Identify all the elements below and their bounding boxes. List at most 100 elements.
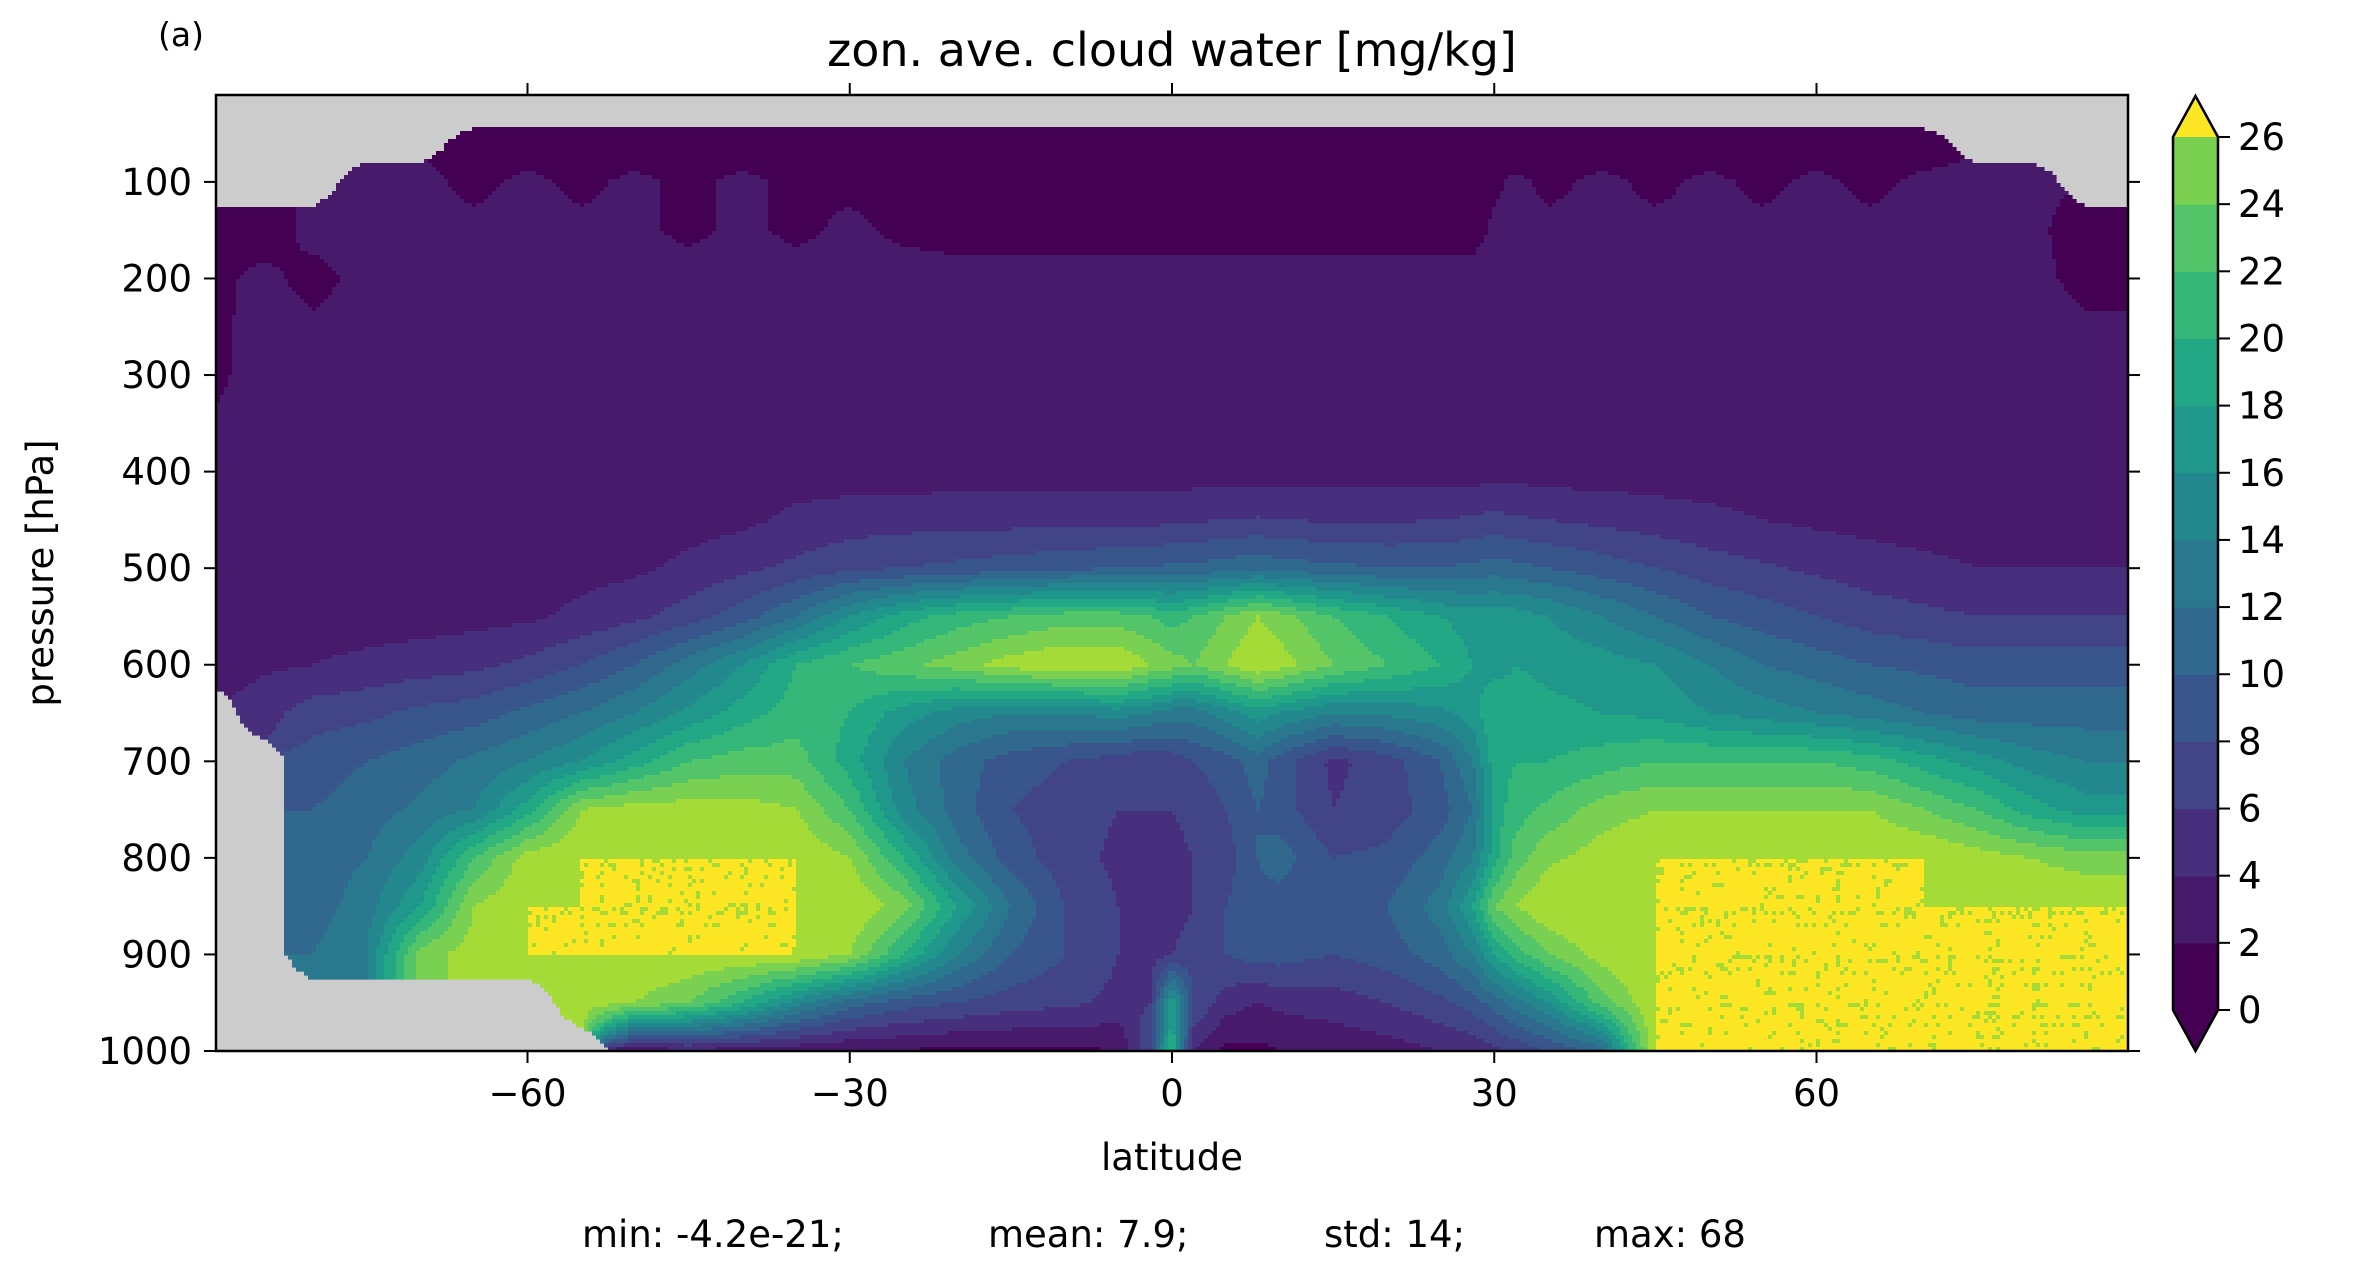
- contour-cell: [840, 619, 877, 624]
- contour-cell: [1304, 1015, 1425, 1020]
- contour-cell: [560, 187, 605, 192]
- contour-cell: [1316, 739, 1381, 744]
- contour-cell: [1684, 651, 1741, 656]
- contour-cell: [692, 243, 793, 248]
- contour-cell: [1116, 899, 1193, 904]
- contour-cell: [404, 919, 421, 924]
- contour-cell: [1776, 1007, 1797, 1012]
- contour-cell: [1484, 767, 1493, 772]
- contour-cell: [1952, 679, 2129, 684]
- contour-cell: [936, 831, 957, 836]
- contour-cell: [888, 839, 905, 844]
- contour-cell: [908, 755, 945, 760]
- contour-cell: [816, 799, 845, 804]
- contour-cell: [440, 859, 457, 864]
- contour-cell: [1992, 775, 2045, 780]
- contour-cell: [636, 883, 641, 888]
- contour-cell: [1376, 603, 1445, 608]
- contour-cell: [692, 939, 797, 944]
- contour-cell: [652, 875, 669, 880]
- contour-cell: [1772, 199, 1861, 204]
- contour-cell: [2084, 967, 2089, 972]
- contour-cell: [888, 595, 961, 600]
- contour-cell: [1524, 823, 1561, 828]
- contour-cell: [2016, 907, 2021, 912]
- contour-cell: [1568, 751, 1853, 756]
- contour-cell: [876, 727, 905, 732]
- contour-cell: [1560, 823, 1621, 828]
- contour-cell: [1024, 935, 1065, 940]
- contour-cell: [1556, 519, 1769, 524]
- contour-cell: [1424, 611, 1533, 616]
- contour-cell: [1568, 1015, 1589, 1020]
- contour-cell: [1244, 635, 1277, 640]
- contour-cell: [1900, 955, 1913, 960]
- contour-cell: [1996, 939, 2001, 944]
- contour-cell: [1456, 759, 1473, 764]
- contour-cell: [1656, 971, 1661, 976]
- contour-cell: [380, 939, 393, 944]
- contour-cell: [364, 859, 401, 864]
- contour-cell: [1720, 967, 1729, 972]
- contour-cell: [884, 763, 905, 768]
- contour-cell: [2048, 915, 2053, 920]
- contour-cell: [1664, 975, 1669, 980]
- contour-cell: [920, 855, 933, 860]
- contour-cell: [444, 883, 457, 888]
- contour-cell: [1656, 615, 1713, 620]
- contour-cell: [1920, 999, 2037, 1004]
- contour-cell: [684, 243, 693, 248]
- contour-cell: [796, 895, 877, 900]
- contour-cell: [276, 747, 293, 752]
- contour-cell: [600, 943, 605, 948]
- contour-cell: [232, 343, 2129, 348]
- contour-cell: [1500, 835, 1517, 840]
- contour-cell: [216, 283, 237, 288]
- contour-cell: [1996, 971, 2013, 976]
- contour-cell: [1428, 667, 1473, 672]
- contour-cell: [392, 815, 445, 820]
- contour-cell: [1756, 515, 2129, 520]
- contour-cell: [2060, 983, 2065, 988]
- contour-cell: [284, 751, 389, 756]
- contour-cell: [916, 851, 933, 856]
- contour-cell: [1632, 583, 1713, 588]
- contour-cell: [1512, 559, 1629, 564]
- contour-cell: [716, 187, 769, 192]
- contour-cell: [900, 851, 917, 856]
- contour-cell: [1696, 943, 1701, 948]
- contour-cell: [1676, 647, 1733, 652]
- contour-cell: [944, 923, 961, 928]
- contour-cell: [1988, 1003, 2001, 1008]
- contour-cell: [1152, 695, 1217, 700]
- contour-cell: [2112, 907, 2117, 912]
- contour-cell: [548, 827, 573, 832]
- contour-cell: [336, 283, 2065, 288]
- contour-cell: [764, 611, 801, 616]
- contour-cell: [1488, 591, 1501, 596]
- contour-cell: [752, 719, 845, 724]
- contour-cell: [1404, 763, 1441, 768]
- contour-cell: [1924, 883, 2129, 888]
- contour-cell: [1940, 967, 1949, 972]
- contour-cell: [1872, 875, 1877, 880]
- contour-cell: [1524, 963, 1545, 968]
- contour-cell: [1024, 823, 1113, 828]
- contour-cell: [1504, 975, 1525, 980]
- contour-cell: [1640, 739, 1665, 744]
- contour-cell: [1848, 187, 1893, 192]
- contour-cell: [828, 599, 869, 604]
- contour-cell: [688, 655, 725, 660]
- contour-cell: [1120, 907, 1193, 912]
- contour-cell: [2064, 983, 2081, 988]
- contour-cell: [568, 807, 589, 812]
- contour-cell: [1740, 1015, 1745, 1020]
- contour-cell: [1228, 815, 1305, 820]
- contour-cell: [1224, 947, 1409, 952]
- contour-cell: [1252, 1003, 1265, 1008]
- contour-cell: [672, 951, 793, 956]
- contour-cell: [940, 1003, 1081, 1008]
- contour-cell: [1596, 171, 1609, 176]
- contour-cell: [960, 923, 985, 928]
- contour-cell: [584, 883, 601, 888]
